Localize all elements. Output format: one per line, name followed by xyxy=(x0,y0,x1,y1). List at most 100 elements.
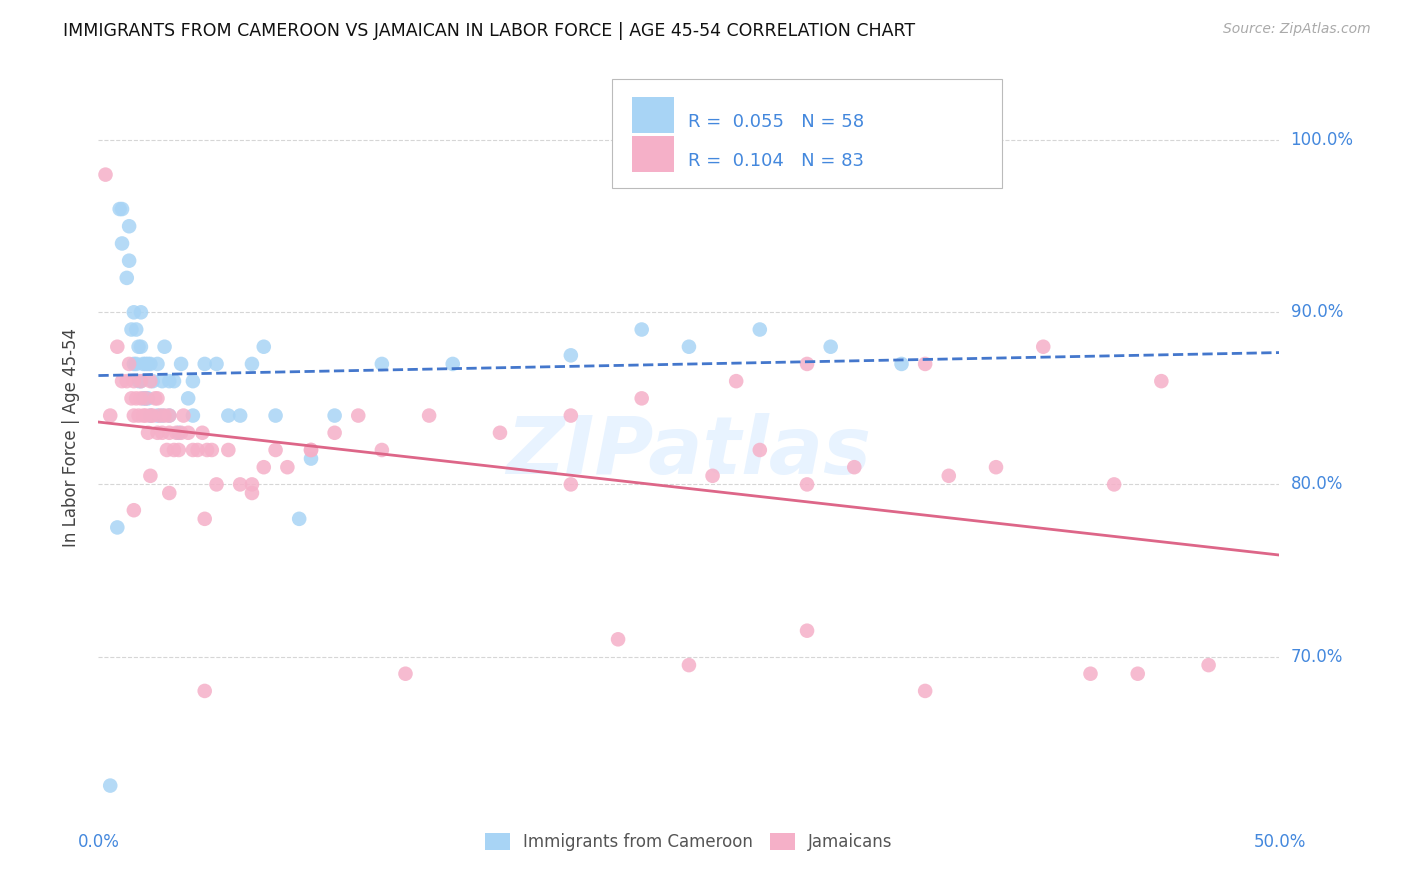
Point xyxy=(170,425,193,440)
Bar xyxy=(633,136,673,172)
Point xyxy=(217,409,239,423)
Point xyxy=(607,632,630,647)
Point xyxy=(125,322,148,336)
Point xyxy=(1150,374,1173,388)
Point xyxy=(371,442,394,457)
Point xyxy=(1102,477,1125,491)
Point xyxy=(1126,666,1149,681)
Point xyxy=(163,374,186,388)
Point xyxy=(157,409,180,423)
Point xyxy=(108,202,131,216)
Point xyxy=(195,442,218,457)
Point xyxy=(157,486,180,500)
Point xyxy=(129,374,152,388)
Point xyxy=(323,409,346,423)
Point xyxy=(125,392,148,406)
Point xyxy=(560,348,582,362)
Point xyxy=(143,392,166,406)
Point xyxy=(890,357,912,371)
Point xyxy=(323,425,346,440)
Point xyxy=(111,236,134,251)
Point xyxy=(630,322,652,336)
Point xyxy=(914,684,936,698)
Point xyxy=(217,442,239,457)
Point xyxy=(111,374,134,388)
Point xyxy=(157,425,180,440)
Point xyxy=(172,409,194,423)
Point xyxy=(938,468,960,483)
Text: Source: ZipAtlas.com: Source: ZipAtlas.com xyxy=(1223,22,1371,37)
Text: 0.0%: 0.0% xyxy=(77,833,120,851)
Point xyxy=(128,409,150,423)
Point xyxy=(201,442,224,457)
Text: R =  0.104   N = 83: R = 0.104 N = 83 xyxy=(688,152,863,169)
Point xyxy=(139,468,162,483)
FancyBboxPatch shape xyxy=(612,78,1002,188)
Point xyxy=(560,477,582,491)
Point xyxy=(122,374,145,388)
Point xyxy=(122,305,145,319)
Point xyxy=(98,409,121,423)
Text: 70.0%: 70.0% xyxy=(1291,648,1343,665)
Point xyxy=(441,357,464,371)
Point xyxy=(125,357,148,371)
Point xyxy=(136,392,159,406)
Point xyxy=(191,425,214,440)
Point xyxy=(150,374,173,388)
Point xyxy=(240,486,263,500)
Point xyxy=(129,305,152,319)
Point xyxy=(146,392,169,406)
Point xyxy=(129,374,152,388)
Point xyxy=(167,425,190,440)
Point xyxy=(115,271,138,285)
Point xyxy=(105,340,128,354)
Point xyxy=(844,460,866,475)
Point xyxy=(177,425,200,440)
Point xyxy=(111,202,134,216)
Point xyxy=(129,340,152,354)
Point xyxy=(146,357,169,371)
Point xyxy=(153,409,176,423)
Text: 100.0%: 100.0% xyxy=(1291,131,1354,149)
Y-axis label: In Labor Force | Age 45-54: In Labor Force | Age 45-54 xyxy=(62,327,80,547)
Text: 90.0%: 90.0% xyxy=(1291,303,1343,321)
Point xyxy=(118,219,141,234)
Point xyxy=(136,357,159,371)
Point xyxy=(253,460,276,475)
Point xyxy=(820,340,842,354)
Point xyxy=(205,477,228,491)
Point xyxy=(128,340,150,354)
Text: 80.0%: 80.0% xyxy=(1291,475,1343,493)
Point xyxy=(139,409,162,423)
Point xyxy=(163,442,186,457)
Point xyxy=(121,322,143,336)
Point xyxy=(150,409,173,423)
Point xyxy=(796,624,818,638)
Point xyxy=(1032,340,1054,354)
Point xyxy=(1080,666,1102,681)
Point xyxy=(181,442,204,457)
Text: ZIPatlas: ZIPatlas xyxy=(506,413,872,491)
Point xyxy=(984,460,1007,475)
Point xyxy=(187,442,209,457)
Point xyxy=(229,409,252,423)
Point xyxy=(135,357,157,371)
Point xyxy=(132,392,155,406)
Point xyxy=(560,409,582,423)
Point xyxy=(157,409,180,423)
Point xyxy=(299,451,322,466)
Point xyxy=(288,512,311,526)
Point xyxy=(150,425,173,440)
Point xyxy=(181,374,204,388)
Point xyxy=(122,409,145,423)
Point xyxy=(121,392,143,406)
Point xyxy=(118,357,141,371)
Point xyxy=(142,374,165,388)
Point xyxy=(129,392,152,406)
Point xyxy=(240,357,263,371)
Point xyxy=(394,666,416,681)
Point xyxy=(142,409,165,423)
Point xyxy=(132,409,155,423)
Point xyxy=(748,322,770,336)
Point xyxy=(264,409,287,423)
